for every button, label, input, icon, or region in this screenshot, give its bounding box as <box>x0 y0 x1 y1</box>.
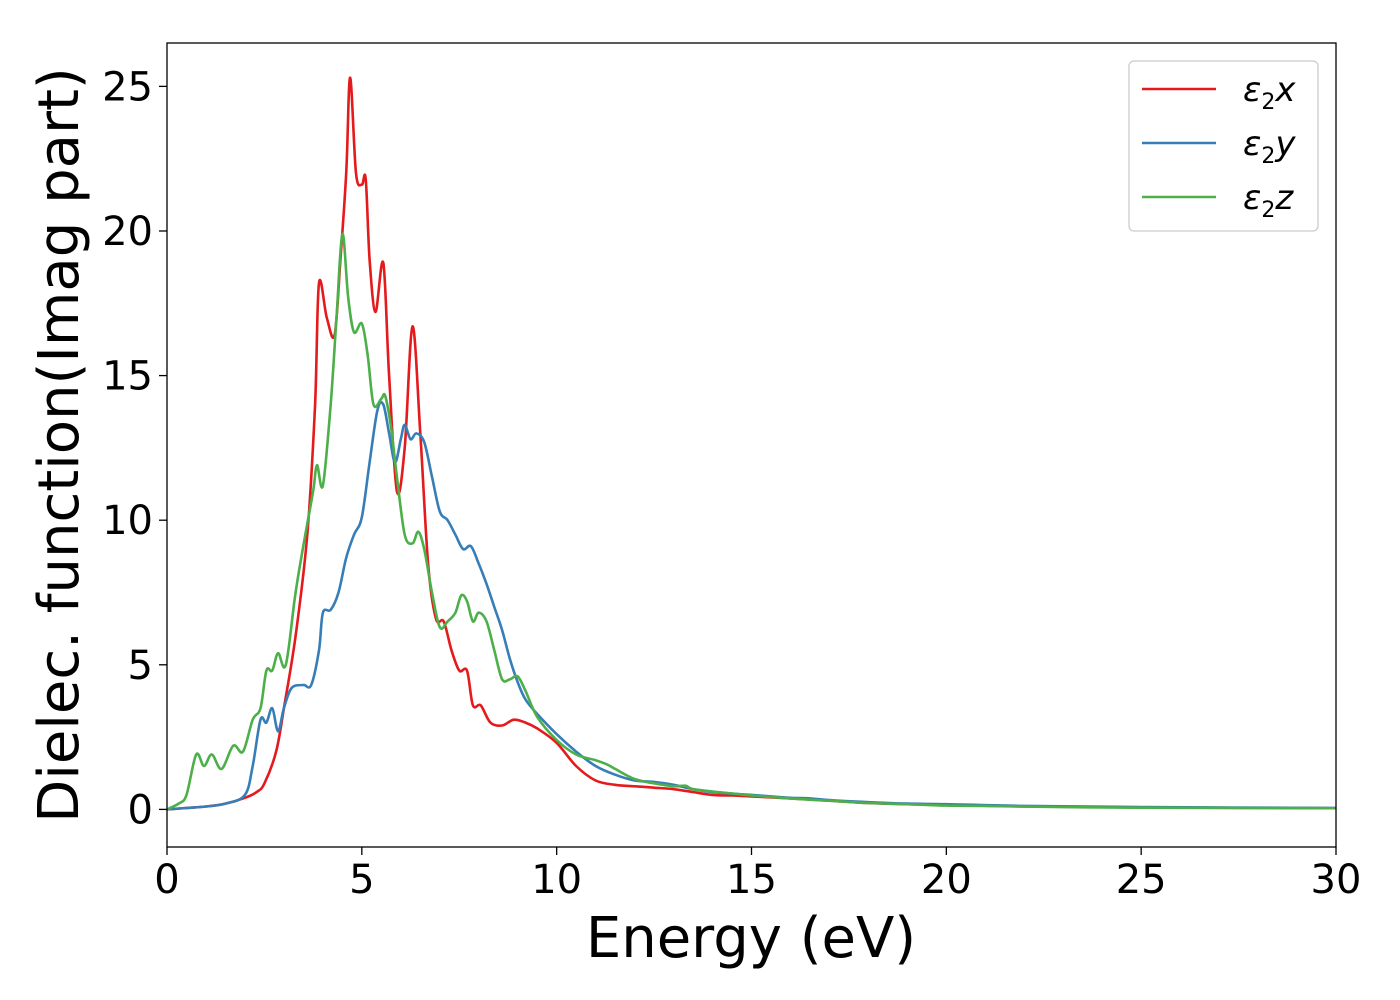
legend-label-x: ε2x <box>1243 70 1296 115</box>
series-line-z <box>166 232 1337 811</box>
legend-label-y: ε2y <box>1243 124 1296 169</box>
y-axis-label: Dielec. function(Imag part) <box>27 67 92 823</box>
x-axis-ticks: 0 5 10 15 20 25 30 <box>154 847 1361 903</box>
x-tick-label: 10 <box>531 857 582 903</box>
x-tick-label: 15 <box>726 857 777 903</box>
y-tick-label: 10 <box>102 498 153 544</box>
x-axis-label: Energy (eV) <box>586 906 916 971</box>
legend-label-z: ε2z <box>1243 178 1294 223</box>
legend-box <box>1128 60 1319 232</box>
legend: ε2x ε2y ε2z <box>1128 60 1319 232</box>
y-tick-label: 20 <box>102 209 153 255</box>
y-tick-label: 0 <box>128 787 153 833</box>
y-tick-label: 5 <box>128 643 153 689</box>
series-line-x <box>166 76 1337 811</box>
y-tick-label: 25 <box>102 64 153 110</box>
x-tick-label: 30 <box>1311 857 1362 903</box>
x-tick-label: 0 <box>154 857 179 903</box>
series-lines <box>166 76 1337 811</box>
y-axis-ticks: 0 5 10 15 20 25 <box>102 64 167 833</box>
x-tick-label: 5 <box>349 857 374 903</box>
y-tick-label: 15 <box>102 354 153 400</box>
x-tick-label: 25 <box>1116 857 1167 903</box>
x-tick-label: 20 <box>921 857 972 903</box>
